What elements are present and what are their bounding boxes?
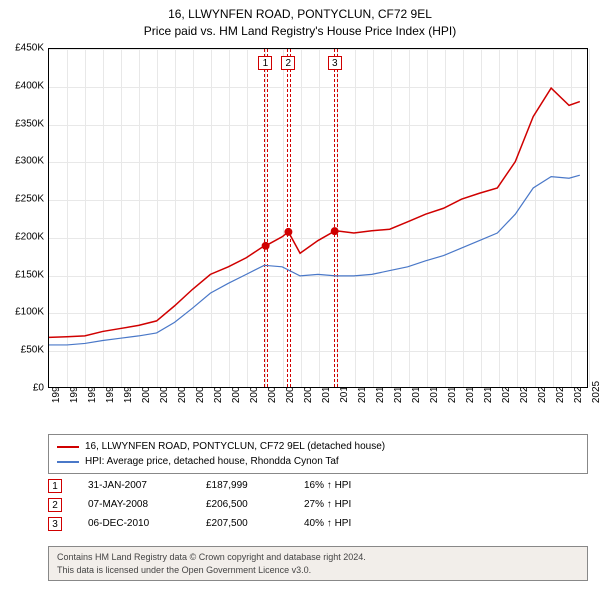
sales-date-1: 31-JAN-2007 xyxy=(88,476,180,495)
y-tick-label: £250K xyxy=(15,194,44,205)
sales-hpi-3: 40% ↑ HPI xyxy=(304,514,351,533)
chart-title-block: 16, LLWYNFEN ROAD, PONTYCLUN, CF72 9EL P… xyxy=(0,0,600,40)
sales-row-3: 3 06-DEC-2010 £207,500 40% ↑ HPI xyxy=(48,514,588,533)
y-tick-label: £100K xyxy=(15,307,44,318)
y-tick-label: £350K xyxy=(15,118,44,129)
y-tick-label: £400K xyxy=(15,80,44,91)
y-tick-label: £450K xyxy=(15,43,44,54)
x-tick-label: 2025 xyxy=(591,381,600,403)
legend-swatch-property xyxy=(57,446,79,448)
sales-marker-1: 1 xyxy=(48,479,62,493)
sales-date-2: 07-MAY-2008 xyxy=(88,495,180,514)
legend-swatch-hpi xyxy=(57,461,79,463)
title-line-1: 16, LLWYNFEN ROAD, PONTYCLUN, CF72 9EL xyxy=(0,6,600,23)
y-tick-label: £50K xyxy=(21,345,44,356)
footer-line-2: This data is licensed under the Open Gov… xyxy=(57,564,579,577)
sales-row-2: 2 07-MAY-2008 £206,500 27% ↑ HPI xyxy=(48,495,588,514)
sales-row-1: 1 31-JAN-2007 £187,999 16% ↑ HPI xyxy=(48,476,588,495)
footer-attribution: Contains HM Land Registry data © Crown c… xyxy=(48,546,588,581)
legend-row-hpi: HPI: Average price, detached house, Rhon… xyxy=(57,454,579,469)
sales-price-3: £207,500 xyxy=(206,514,278,533)
y-tick-label: £300K xyxy=(15,156,44,167)
legend-row-property: 16, LLWYNFEN ROAD, PONTYCLUN, CF72 9EL (… xyxy=(57,439,579,454)
sale-dot xyxy=(284,228,292,236)
chart-svg xyxy=(49,49,587,387)
sale-marker-number: 3 xyxy=(328,56,342,70)
legend-label-property: 16, LLWYNFEN ROAD, PONTYCLUN, CF72 9EL (… xyxy=(85,439,385,454)
sales-hpi-1: 16% ↑ HPI xyxy=(304,476,351,495)
sales-price-1: £187,999 xyxy=(206,476,278,495)
sale-dot xyxy=(262,242,270,250)
sale-marker-number: 1 xyxy=(258,56,272,70)
chart-plot-area xyxy=(48,48,588,388)
sales-hpi-2: 27% ↑ HPI xyxy=(304,495,351,514)
series-line-property xyxy=(49,88,580,337)
legend-label-hpi: HPI: Average price, detached house, Rhon… xyxy=(85,454,339,469)
sale-dot xyxy=(331,227,339,235)
legend-box: 16, LLWYNFEN ROAD, PONTYCLUN, CF72 9EL (… xyxy=(48,434,588,474)
sale-marker-number: 2 xyxy=(281,56,295,70)
title-line-2: Price paid vs. HM Land Registry's House … xyxy=(0,23,600,40)
sales-price-2: £206,500 xyxy=(206,495,278,514)
sales-table: 1 31-JAN-2007 £187,999 16% ↑ HPI 2 07-MA… xyxy=(48,476,588,533)
y-tick-label: £0 xyxy=(33,383,44,394)
sales-date-3: 06-DEC-2010 xyxy=(88,514,180,533)
series-line-hpi xyxy=(49,175,580,345)
y-tick-label: £150K xyxy=(15,269,44,280)
y-tick-label: £200K xyxy=(15,231,44,242)
grid-line-v xyxy=(589,49,590,387)
sales-marker-2: 2 xyxy=(48,498,62,512)
footer-line-1: Contains HM Land Registry data © Crown c… xyxy=(57,551,579,564)
sales-marker-3: 3 xyxy=(48,517,62,531)
